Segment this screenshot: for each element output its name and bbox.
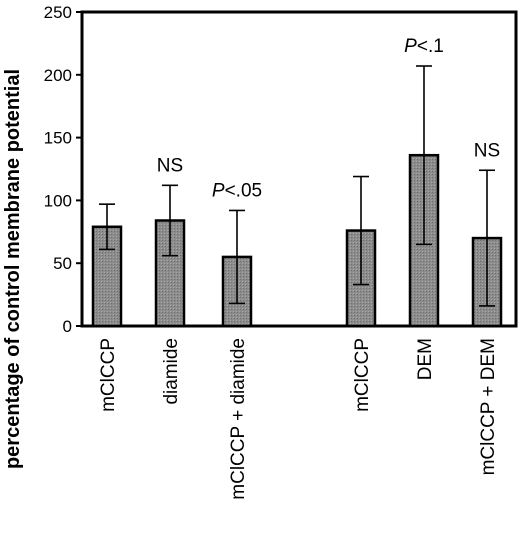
significance-annotation: P<.05 (212, 180, 262, 201)
x-category-label: DEM (415, 338, 436, 380)
x-category-label: mClCCP (98, 338, 119, 412)
significance-annotation: NS (157, 155, 183, 176)
y-tick-label: 50 (53, 254, 72, 273)
x-category-label: mClCCP + diamide (228, 338, 249, 500)
x-axis-category-labels: mClCCP diamide mClCCP + diamide mClCCP DEM mC… (98, 338, 499, 500)
y-tick-label: 200 (44, 66, 72, 85)
significance-annotation: P<.1 (404, 36, 444, 57)
plot-border (80, 10, 518, 328)
plot-frame (80, 10, 518, 328)
y-axis-ticks: 0 50 100 150 200 250 (44, 3, 82, 336)
bars (91, 153, 503, 328)
x-category-label: mClCCP + DEM (478, 338, 499, 475)
x-category-label: diamide (161, 338, 182, 405)
x-category-label: mClCCP (352, 338, 373, 412)
y-axis-label: percentage of control membrane potential (2, 69, 24, 469)
y-tick-label: 100 (44, 191, 72, 210)
significance-annotation: NS (474, 140, 500, 161)
y-tick-label: 150 (44, 129, 72, 148)
error-bars (99, 65, 495, 307)
y-axis-label-group: percentage of control membrane potential (2, 69, 24, 469)
y-tick-label: 250 (44, 3, 72, 22)
annotations: NS P<.05 P<.1 NS (157, 36, 500, 201)
y-tick-label: 0 (63, 317, 72, 336)
